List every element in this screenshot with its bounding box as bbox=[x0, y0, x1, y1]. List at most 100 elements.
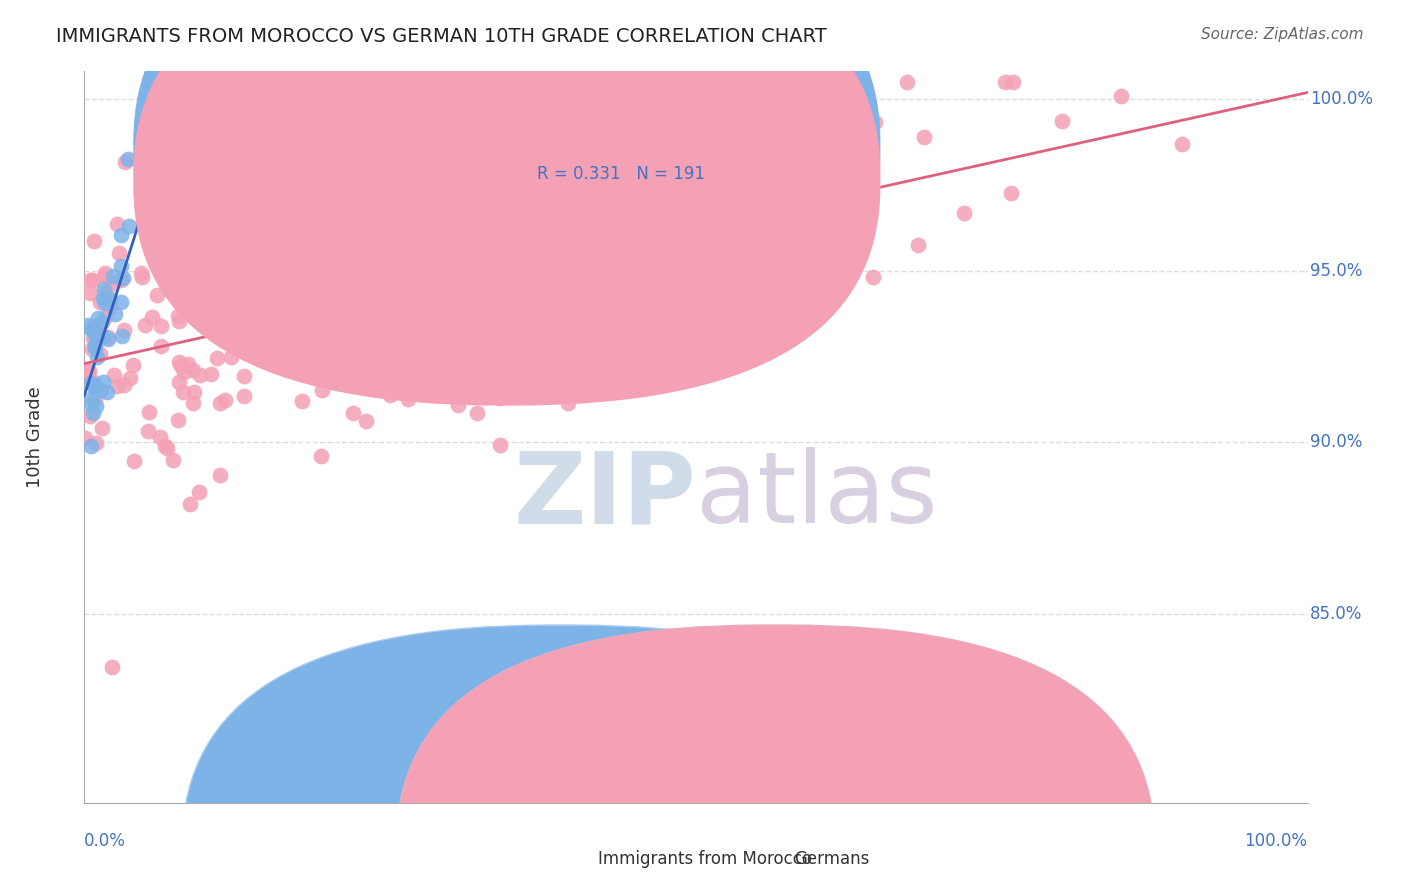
Point bbox=[97, 332, 120, 346]
Point bbox=[399, 98, 422, 112]
Point bbox=[489, 438, 512, 452]
Point bbox=[245, 293, 267, 307]
Point bbox=[82, 374, 104, 388]
Point bbox=[530, 327, 553, 342]
Point bbox=[475, 262, 498, 277]
Point bbox=[624, 260, 647, 275]
Point bbox=[579, 356, 602, 370]
Point bbox=[737, 180, 759, 194]
Point bbox=[91, 329, 114, 343]
Point bbox=[191, 295, 214, 310]
Point bbox=[749, 198, 772, 212]
Point bbox=[173, 365, 195, 379]
Point bbox=[953, 205, 976, 219]
Point bbox=[94, 310, 117, 325]
Point bbox=[662, 213, 685, 227]
Point bbox=[297, 247, 319, 261]
Point bbox=[82, 331, 104, 345]
Point bbox=[586, 224, 609, 238]
Point bbox=[114, 155, 136, 169]
Point bbox=[389, 160, 412, 174]
Point bbox=[94, 266, 117, 280]
FancyBboxPatch shape bbox=[134, 0, 880, 374]
Point bbox=[232, 368, 254, 383]
Point bbox=[429, 268, 451, 283]
Point bbox=[104, 307, 127, 321]
Point bbox=[641, 144, 664, 158]
Point bbox=[84, 399, 107, 413]
Point bbox=[538, 197, 561, 211]
Point bbox=[94, 296, 117, 310]
Point bbox=[395, 376, 418, 390]
Point bbox=[586, 211, 609, 225]
Text: R = 0.331   N = 191: R = 0.331 N = 191 bbox=[537, 165, 704, 183]
Point bbox=[361, 330, 384, 344]
Point bbox=[735, 205, 758, 219]
Point bbox=[167, 314, 190, 328]
Text: Germans: Germans bbox=[794, 850, 869, 868]
Point bbox=[110, 227, 132, 242]
Point bbox=[80, 376, 103, 390]
Point bbox=[510, 227, 533, 242]
Point bbox=[103, 276, 125, 290]
Point bbox=[80, 322, 103, 336]
Point bbox=[181, 396, 204, 410]
Point bbox=[82, 273, 104, 287]
Point bbox=[557, 396, 579, 410]
Point bbox=[84, 436, 107, 450]
Point bbox=[84, 322, 107, 336]
Point bbox=[145, 217, 167, 231]
Text: atlas: atlas bbox=[696, 447, 938, 544]
Point bbox=[80, 391, 103, 405]
Point bbox=[91, 315, 114, 329]
Point bbox=[443, 185, 465, 199]
Point bbox=[276, 277, 298, 291]
Point bbox=[395, 376, 418, 390]
Point bbox=[84, 381, 107, 395]
Point bbox=[245, 277, 267, 292]
Text: 85.0%: 85.0% bbox=[1310, 605, 1362, 623]
Point bbox=[357, 214, 380, 228]
Point bbox=[600, 190, 623, 204]
Point bbox=[353, 194, 375, 208]
Point bbox=[319, 340, 342, 354]
Point bbox=[183, 385, 205, 400]
Point bbox=[177, 357, 200, 371]
Point bbox=[101, 659, 124, 673]
Point bbox=[382, 289, 405, 303]
Point bbox=[149, 339, 172, 353]
Text: 100.0%: 100.0% bbox=[1310, 90, 1374, 108]
Point bbox=[366, 296, 388, 310]
Point bbox=[585, 126, 607, 140]
Point bbox=[101, 269, 124, 284]
Point bbox=[398, 392, 420, 406]
Point bbox=[378, 276, 401, 290]
Point bbox=[105, 379, 128, 393]
Point bbox=[519, 279, 541, 293]
Point bbox=[675, 184, 697, 198]
Point bbox=[423, 236, 446, 251]
Point bbox=[375, 352, 398, 367]
Point bbox=[138, 405, 160, 419]
Point bbox=[149, 318, 172, 333]
FancyBboxPatch shape bbox=[396, 625, 1154, 892]
Point bbox=[188, 302, 211, 317]
Point bbox=[120, 371, 142, 385]
Point bbox=[169, 375, 191, 389]
Point bbox=[90, 383, 112, 397]
Point bbox=[863, 115, 886, 129]
Point bbox=[624, 279, 647, 293]
Point bbox=[157, 270, 180, 285]
Point bbox=[295, 360, 318, 375]
Point bbox=[205, 351, 228, 366]
Point bbox=[89, 347, 111, 361]
Point bbox=[131, 270, 153, 285]
Point bbox=[591, 257, 613, 271]
Text: 10th Grade: 10th Grade bbox=[27, 386, 45, 488]
Point bbox=[111, 271, 134, 285]
Point bbox=[388, 306, 411, 320]
Point bbox=[280, 348, 302, 362]
Point bbox=[110, 295, 132, 310]
Point bbox=[392, 184, 415, 198]
Point bbox=[575, 257, 598, 271]
